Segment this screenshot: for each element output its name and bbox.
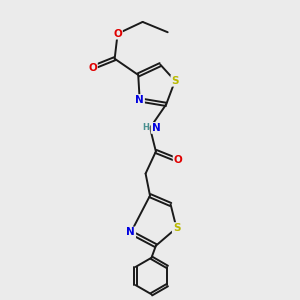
Text: N: N	[127, 227, 135, 237]
Text: H: H	[142, 123, 149, 132]
Text: N: N	[152, 123, 160, 133]
Text: O: O	[174, 155, 182, 165]
Text: O: O	[88, 63, 97, 73]
Text: S: S	[173, 223, 180, 233]
Text: S: S	[171, 76, 179, 86]
Text: N: N	[135, 95, 144, 105]
Text: O: O	[113, 29, 122, 39]
